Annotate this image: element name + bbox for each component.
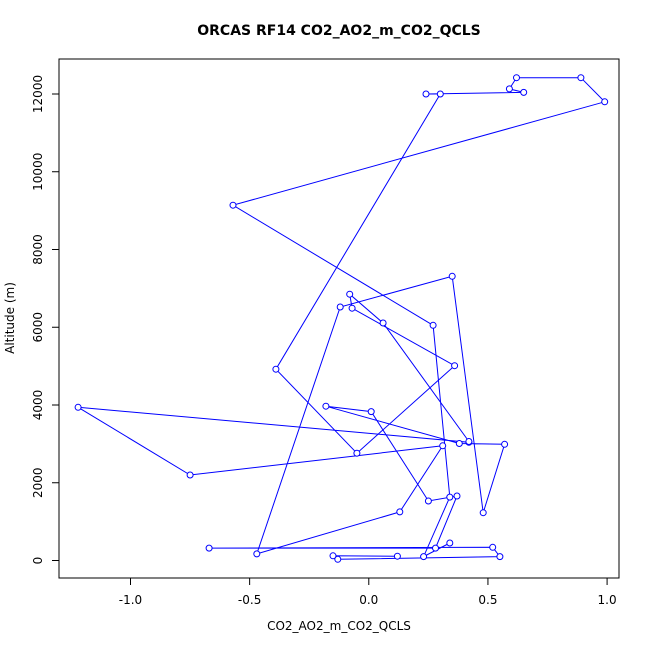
data-point (601, 98, 609, 106)
data-point (451, 362, 459, 370)
data-point (74, 403, 82, 411)
x-axis: -1.0 -0.5 0.0 0.5 1.0 (119, 577, 617, 607)
data-point (432, 544, 439, 552)
data-point (446, 539, 454, 547)
y-tick-label: 12000 (31, 75, 45, 113)
data-point (496, 553, 504, 561)
data-point (489, 543, 497, 551)
data-point (465, 438, 473, 445)
x-tick-label: -0.5 (238, 593, 261, 607)
data-point (336, 303, 344, 311)
plot-frame (58, 58, 620, 579)
x-tick-label: 0.0 (359, 593, 378, 607)
series-line (77, 77, 606, 560)
data-point (501, 440, 509, 448)
data-point (253, 550, 261, 558)
data-point (346, 290, 354, 298)
data-point (396, 508, 404, 516)
data-point (424, 497, 432, 505)
data-point (322, 402, 330, 410)
data-point (393, 552, 401, 560)
data-point (455, 440, 463, 447)
data-point (513, 74, 520, 82)
x-tick-label: 0.5 (478, 593, 497, 607)
x-axis-label: CO2_AO2_m_CO2_QCLS (267, 619, 411, 633)
data-point (577, 74, 585, 82)
data-point (348, 304, 356, 312)
data-point (186, 471, 194, 479)
data-point (505, 85, 513, 93)
data-point (520, 88, 528, 96)
data-point (429, 321, 437, 329)
data-point (334, 555, 342, 563)
data-point (367, 408, 375, 416)
data-point (229, 201, 237, 209)
y-tick-label: 2000 (31, 467, 45, 498)
data-point (272, 365, 280, 373)
y-tick-label: 10000 (31, 153, 45, 191)
data-point (448, 272, 456, 280)
data-point (205, 544, 213, 552)
series-layer (74, 74, 609, 563)
y-tick-label: 4000 (31, 390, 45, 421)
y-tick-label: 0 (31, 557, 45, 565)
data-point (446, 493, 454, 501)
x-tick-label: -1.0 (119, 593, 142, 607)
y-axis-label: Altitude (m) (3, 282, 17, 354)
y-axis: 0 2000 4000 6000 8000 10000 12000 (31, 75, 60, 565)
data-point (353, 449, 361, 457)
chart-title: ORCAS RF14 CO2_AO2_m_CO2_QCLS (197, 23, 481, 39)
data-point (329, 552, 337, 560)
data-point (453, 492, 461, 500)
data-point (436, 90, 444, 98)
data-point (379, 319, 387, 327)
y-tick-label: 8000 (31, 234, 45, 265)
data-point (439, 442, 447, 450)
data-point (420, 553, 428, 561)
data-point (422, 90, 430, 98)
data-point (479, 509, 487, 517)
x-tick-label: 1.0 (598, 593, 617, 607)
y-tick-label: 6000 (31, 312, 45, 343)
